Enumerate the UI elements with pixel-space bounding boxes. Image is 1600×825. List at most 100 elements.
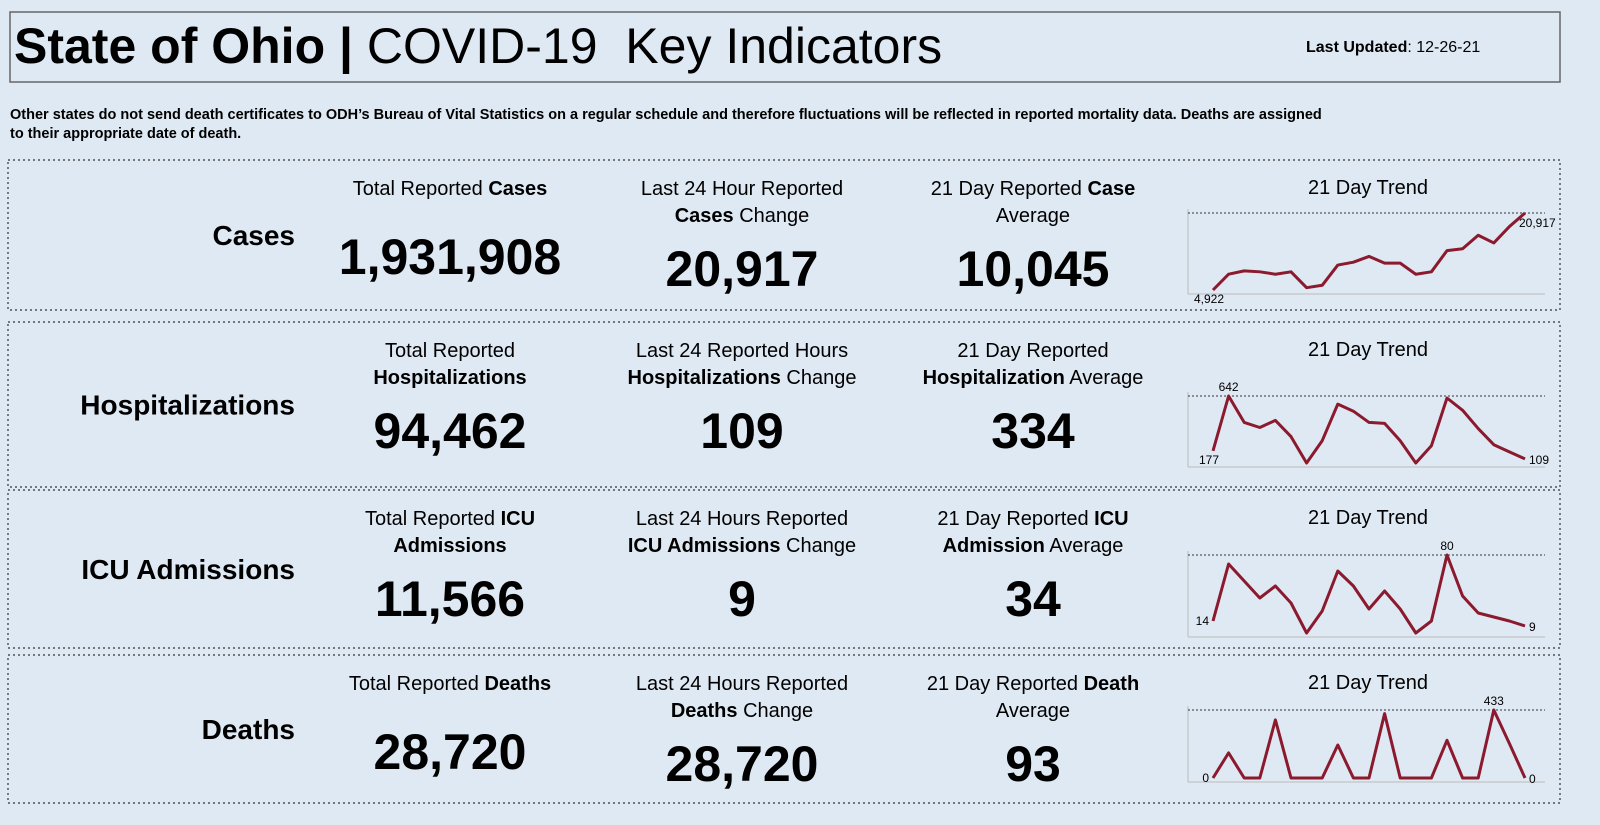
trend-line [1211, 211, 1526, 292]
text-segment: : 12-26-21 [1407, 39, 1480, 56]
kpi-value: 20,917 [666, 241, 819, 297]
text-segment: State of Ohio [14, 18, 325, 74]
row-label: Cases [212, 220, 295, 251]
kpi-title: Total Reported Cases [353, 178, 548, 200]
trend-title: 21 Day Trend [1308, 507, 1428, 529]
text-segment: Last 24 Hours Reported [636, 508, 848, 530]
kpi-title: Hospitalization Average [923, 367, 1144, 389]
trend-value-label: 0 [1529, 772, 1536, 786]
text-segment: Case [1087, 178, 1135, 200]
kpi-title: Last 24 Hour Reported [641, 178, 843, 200]
kpi-value: 28,720 [666, 736, 819, 792]
trend-line [1211, 553, 1526, 635]
text-segment: ICU [501, 508, 535, 530]
text-segment: ICU [1094, 508, 1128, 530]
kpi-title: Admissions [393, 535, 506, 557]
text-segment: Change [738, 700, 814, 722]
note: Other states do not send death certifica… [10, 107, 1322, 123]
kpi-title: 21 Day Reported Case [931, 178, 1136, 200]
header-frame [9, 11, 1561, 83]
trend-value-label: 80 [1440, 539, 1454, 553]
text-segment: Average [996, 205, 1070, 227]
text-segment: Last 24 Hour Reported [641, 178, 843, 200]
text-segment: Hospitalization [923, 367, 1065, 389]
text-segment: Hospitalizations [628, 367, 781, 389]
kpi-value: 1,931,908 [339, 229, 561, 285]
text-segment: ICU Admissions [628, 535, 781, 557]
text-segment: Cases [488, 178, 547, 200]
kpi-title: Total Reported Deaths [349, 673, 551, 695]
kpi-value: 28,720 [374, 724, 527, 780]
trend-value-label: 0 [1202, 771, 1209, 785]
text-segment: Change [781, 535, 857, 557]
trend-value-label: 14 [1196, 614, 1210, 628]
text-segment: Death [1084, 673, 1140, 695]
row-frame [7, 159, 1561, 311]
trend-line [1211, 394, 1526, 465]
kpi-title: Last 24 Reported Hours [636, 340, 848, 362]
row-frame [7, 489, 1561, 649]
trend-line [1211, 708, 1527, 780]
trend-value-label: 4,922 [1194, 292, 1224, 306]
kpi-title: Cases Change [675, 205, 810, 227]
trend-value-label: 109 [1529, 453, 1549, 467]
kpi-value: 34 [1005, 571, 1061, 627]
text-segment: Last Updated [1306, 39, 1407, 56]
kpi-title: Last 24 Hours Reported [636, 508, 848, 530]
last-updated: Last Updated: 12-26-21 [1306, 39, 1480, 56]
text-segment: Last 24 Hours Reported [636, 673, 848, 695]
text-segment: Total Reported [385, 340, 515, 362]
kpi-value: 334 [991, 403, 1075, 459]
trend-value-label: 9 [1529, 620, 1536, 634]
text-segment: 21 Day Reported [931, 178, 1088, 200]
text-segment: | [325, 18, 367, 75]
text-segment: Last 24 Reported Hours [636, 340, 848, 362]
row-frame [7, 321, 1561, 488]
text-segment: Admission [943, 535, 1045, 557]
kpi-title: 21 Day Reported ICU [937, 508, 1128, 530]
kpi-value: 109 [700, 403, 783, 459]
trend-value-label: 20,917 [1519, 216, 1556, 230]
kpi-title: Hospitalizations Change [628, 367, 857, 389]
kpi-title: Deaths Change [671, 700, 813, 722]
kpi-title: Average [996, 700, 1070, 722]
note: to their appropriate date of death. [10, 126, 241, 142]
text-segment: Change [781, 367, 857, 389]
text-segment: Deaths [484, 673, 551, 695]
kpi-title: 21 Day Reported Death [927, 673, 1139, 695]
row-frame [7, 654, 1561, 804]
page-title: State of Ohio | COVID-19 Key Indicators [14, 18, 942, 75]
kpi-title: Hospitalizations [373, 367, 526, 389]
kpi-title: ICU Admissions Change [628, 535, 856, 557]
kpi-value: 10,045 [957, 241, 1110, 297]
kpi-title: Average [996, 205, 1070, 227]
trend-value-label: 177 [1199, 453, 1219, 467]
kpi-title: Admission Average [943, 535, 1124, 557]
kpi-title: Total Reported ICU [365, 508, 535, 530]
text-segment: 21 Day Reported [927, 673, 1084, 695]
text-segment: Average [1045, 535, 1124, 557]
text-segment: COVID-19 Key Indicators [367, 18, 942, 74]
trend-title: 21 Day Trend [1308, 672, 1428, 694]
trend-title: 21 Day Trend [1308, 177, 1428, 199]
text-segment: Average [1065, 367, 1144, 389]
kpi-title: 21 Day Reported [957, 340, 1108, 362]
text-segment: Admissions [393, 535, 506, 557]
text-segment: 21 Day Reported [937, 508, 1094, 530]
kpi-value: 93 [1005, 736, 1061, 792]
text-segment: 21 Day Reported [957, 340, 1108, 362]
trend-title: 21 Day Trend [1308, 339, 1428, 361]
kpi-value: 94,462 [374, 403, 527, 459]
row-label: Deaths [202, 714, 295, 745]
row-label: ICU Admissions [81, 554, 295, 585]
text-segment: Total Reported [349, 673, 485, 695]
text-segment: Total Reported [353, 178, 489, 200]
kpi-value: 11,566 [375, 571, 525, 627]
text-segment: Hospitalizations [373, 367, 526, 389]
text-segment: Change [734, 205, 810, 227]
kpi-title: Last 24 Hours Reported [636, 673, 848, 695]
text-segment: Average [996, 700, 1070, 722]
text-segment: Cases [675, 205, 734, 227]
